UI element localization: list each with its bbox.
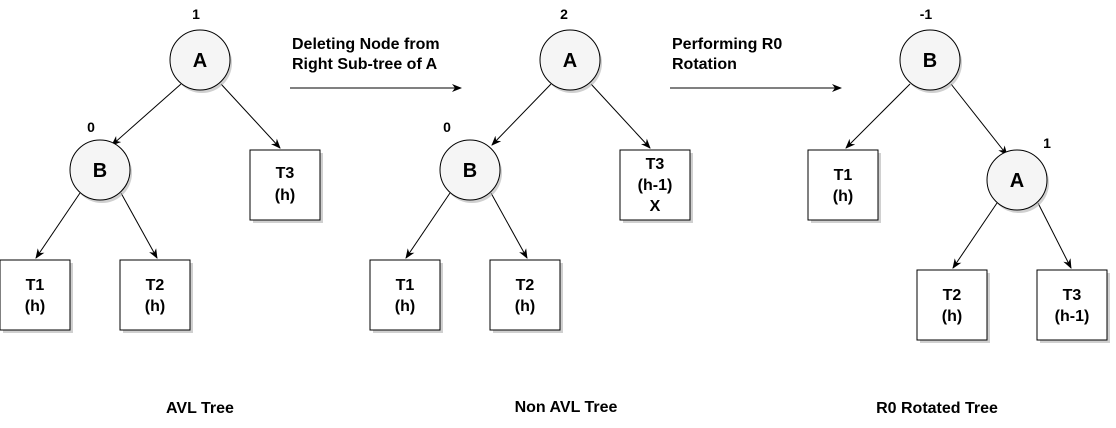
tree-node-a: A <box>169 29 232 93</box>
subtree-line: T2 <box>943 287 962 304</box>
subtree-line: (h) <box>833 188 853 205</box>
subtree-box-t2: T2 (h) <box>119 259 193 333</box>
balance-factor: 0 <box>443 119 451 135</box>
edge-b-t2 <box>120 192 158 259</box>
subtree-line: (h-1) <box>638 177 673 194</box>
subtree-line: T1 <box>396 277 415 294</box>
edge-b-t1 <box>845 83 911 149</box>
tree-r0-rotated: B -1 A 1 T1 (h) T2 (h) T3 (h-1) R0 Rotat <box>807 6 1110 417</box>
tree-node-b: B <box>439 139 502 203</box>
subtree-line: (h-1) <box>1055 308 1090 325</box>
node-label: B <box>923 50 937 72</box>
transition-rotation: Performing R0 Rotation <box>670 36 842 92</box>
edge-a-b <box>111 83 182 146</box>
balance-factor: 1 <box>1043 135 1051 151</box>
subtree-line: (h) <box>275 187 295 204</box>
tree-avl: A 1 B 0 T3 (h) T1 (h) T2 (h) <box>0 6 323 417</box>
tree-caption: Non AVL Tree <box>515 399 618 416</box>
tree-node-b: B <box>69 139 132 203</box>
subtree-line: T2 <box>516 277 535 294</box>
edge-b-t2 <box>490 192 528 259</box>
subtree-box-t2: T2 (h) <box>916 269 990 343</box>
subtree-line: (h) <box>25 298 45 315</box>
subtree-line: T3 <box>276 165 295 182</box>
balance-factor: -1 <box>920 6 933 22</box>
tree-node-b: B <box>899 29 962 93</box>
balance-factor: 0 <box>87 119 95 135</box>
tree-caption: AVL Tree <box>166 400 234 417</box>
node-label: B <box>463 160 477 182</box>
transition-label-line: Deleting Node from <box>292 36 440 53</box>
edge-a-t2 <box>952 202 998 269</box>
subtree-line: (h) <box>395 298 415 315</box>
subtree-box-t1: T1 (h) <box>807 149 881 223</box>
edge-b-a <box>950 83 1008 156</box>
subtree-line: (h) <box>942 308 962 325</box>
edge-b-t1 <box>35 192 81 259</box>
edge-a-t3 <box>220 83 281 149</box>
transition-delete: Deleting Node from Right Sub-tree of A <box>290 36 462 92</box>
subtree-box-t3: T3 (h-1) X <box>619 149 693 223</box>
subtree-line: T3 <box>646 156 665 173</box>
edge-a-t3 <box>1037 202 1072 269</box>
edge-b-t1 <box>405 192 451 259</box>
tree-non-avl: A 2 B 0 T3 (h-1) X T1 (h) T2 (h) N <box>369 6 693 416</box>
transition-label-line: Rotation <box>672 56 737 73</box>
transition-label-line: Right Sub-tree of A <box>292 56 438 73</box>
subtree-line: T3 <box>1063 287 1082 304</box>
edge-a-b <box>491 83 552 146</box>
subtree-line: (h) <box>145 298 165 315</box>
transition-label-line: Performing R0 <box>672 36 782 53</box>
tree-node-a: A <box>539 29 602 93</box>
node-label: A <box>193 50 207 72</box>
tree-caption: R0 Rotated Tree <box>876 400 998 417</box>
subtree-box-t1: T1 (h) <box>369 259 443 333</box>
balance-factor: 1 <box>192 6 200 22</box>
subtree-box-t3: T3 (h) <box>249 149 323 223</box>
subtree-box-t3: T3 (h-1) <box>1036 269 1110 343</box>
subtree-box-t2: T2 (h) <box>489 259 563 333</box>
subtree-line: T1 <box>26 277 45 294</box>
balance-factor: 2 <box>560 6 568 22</box>
subtree-line: T2 <box>146 277 165 294</box>
subtree-line: X <box>650 198 661 215</box>
node-label: A <box>1010 170 1024 192</box>
node-label: B <box>93 160 107 182</box>
subtree-line: (h) <box>515 298 535 315</box>
edge-a-t3 <box>590 83 651 149</box>
subtree-box-t1: T1 (h) <box>0 259 73 333</box>
node-label: A <box>563 50 577 72</box>
subtree-line: T1 <box>834 167 853 184</box>
tree-node-a: A <box>986 149 1049 213</box>
